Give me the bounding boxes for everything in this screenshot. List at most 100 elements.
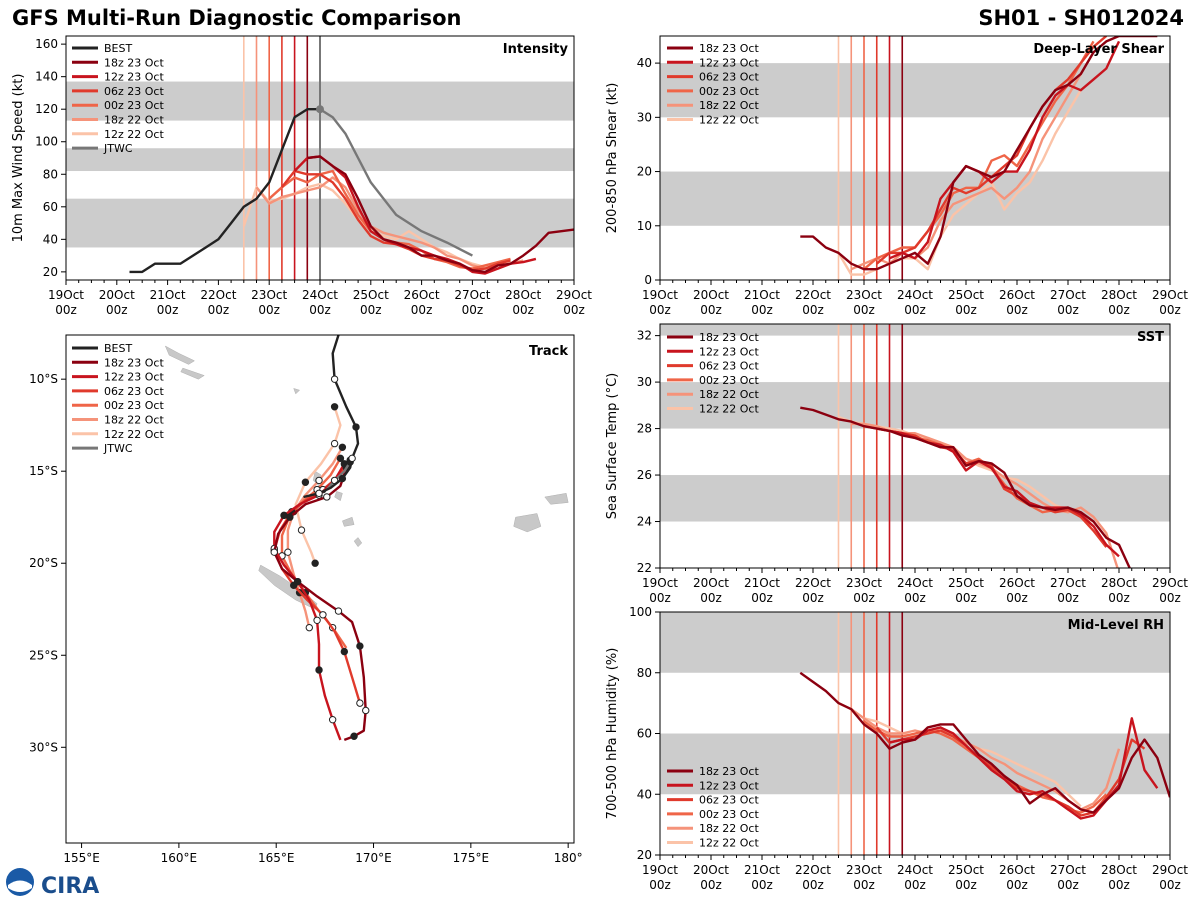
track-position-marker [286, 513, 294, 521]
x-tick-label-day: 25Oct [948, 288, 984, 302]
x-tick-label-day: 27Oct [1050, 863, 1086, 877]
plot-inner [66, 36, 574, 280]
lon-tick-label: 165°E [258, 851, 295, 865]
x-tick-label-day: 19Oct [642, 576, 678, 590]
map-inner [164, 335, 569, 742]
x-tick-label-hour: 00z [700, 878, 722, 892]
track-position-marker [338, 443, 347, 451]
x-tick-label-hour: 00z [1006, 878, 1028, 892]
track-position-marker [328, 715, 337, 724]
x-tick-label-hour: 00z [1057, 591, 1079, 605]
track-position-marker [356, 642, 364, 650]
track-position-marker [319, 611, 327, 619]
x-tick-label-hour: 00z [955, 303, 977, 317]
x-tick-label-hour: 00z [955, 591, 977, 605]
track-position-marker [336, 454, 345, 463]
x-tick-label-hour: 00z [751, 303, 773, 317]
y-tick-label: 28 [637, 422, 652, 436]
x-tick-label-day: 20Oct [693, 576, 729, 590]
map-area [66, 335, 574, 843]
x-tick-label-day: 28Oct [1101, 576, 1137, 590]
land-mass [353, 537, 363, 548]
x-tick-label-hour: 00z [802, 591, 824, 605]
x-tick-label-hour: 00z [258, 303, 280, 317]
y-tick-label: 40 [43, 232, 58, 246]
storm-identifier: SH01 - SH012024 [978, 6, 1184, 30]
track-position-marker [284, 548, 292, 556]
x-tick-label-hour: 00z [904, 303, 926, 317]
lon-tick-label: 155°E [63, 851, 100, 865]
x-tick-label-hour: 00z [802, 878, 824, 892]
series-line-18z-23-oct [800, 406, 1132, 568]
legend-entry: 12z 23 Oct [699, 56, 759, 69]
x-tick-label-day: 26Oct [999, 863, 1035, 877]
land-mass [293, 388, 301, 395]
legend-entry: 18z 23 Oct [699, 765, 759, 778]
x-tick-label-hour: 00z [751, 591, 773, 605]
legend-entry: 18z 22 Oct [699, 822, 759, 835]
legend-entry: 18z 23 Oct [699, 331, 759, 344]
legend-entry: 18z 22 Oct [699, 99, 759, 112]
legend-entry: 18z 22 Oct [699, 388, 759, 401]
track-position-marker [356, 699, 364, 707]
legend-entry: 12z 22 Oct [699, 837, 759, 850]
x-tick-label-day: 26Oct [999, 288, 1035, 302]
land-mass [544, 493, 569, 505]
x-tick-label-hour: 00z [649, 303, 671, 317]
intensity-panel: 2040608010012014016019Oct00z20Oct00z21Oc… [11, 35, 592, 317]
y-tick-label: 30 [637, 110, 652, 124]
x-tick-label-day: 24Oct [897, 576, 933, 590]
cira-logo-text: CIRA [41, 874, 99, 899]
lon-tick-label: 180° [554, 851, 583, 865]
x-tick-label-hour: 00z [1057, 878, 1079, 892]
x-tick-label-hour: 00z [904, 591, 926, 605]
track-position-marker [293, 577, 302, 586]
track-position-marker [301, 478, 310, 486]
x-tick-label-day: 20Oct [693, 863, 729, 877]
series-line-jtwc [319, 108, 473, 257]
x-tick-label-day: 23Oct [846, 863, 882, 877]
x-tick-label-hour: 00z [360, 303, 382, 317]
legend-entry: 18z 22 Oct [104, 414, 164, 427]
y-axis-label: 10m Max Wind Speed (kt) [11, 74, 26, 243]
y-tick-label: 100 [629, 605, 652, 619]
track-position-marker [352, 423, 360, 431]
legend-entry: 12z 22 Oct [104, 428, 164, 441]
x-tick-label-hour: 00z [1108, 591, 1130, 605]
legend-entry: 12z 23 Oct [104, 371, 164, 384]
land-mass [342, 516, 355, 527]
legend-entry: 06z 23 Oct [104, 385, 164, 398]
x-tick-label-hour: 00z [853, 591, 875, 605]
figure-title: GFS Multi-Run Diagnostic Comparison [12, 6, 462, 30]
track-position-marker [315, 489, 323, 497]
x-tick-label-hour: 00z [1108, 878, 1130, 892]
track-position-marker [311, 559, 319, 567]
track-position-marker [323, 493, 331, 501]
x-tick-label-hour: 00z [563, 303, 585, 317]
legend-entry: 18z 23 Oct [104, 356, 164, 369]
land-mass [164, 345, 196, 365]
x-tick-label-hour: 00z [411, 303, 433, 317]
x-tick-label-hour: 00z [700, 303, 722, 317]
x-tick-label-day: 21Oct [150, 288, 186, 302]
x-tick-label-day: 21Oct [744, 288, 780, 302]
x-tick-label-hour: 00z [751, 878, 773, 892]
x-tick-label-hour: 00z [700, 591, 722, 605]
x-tick-label-day: 29Oct [1152, 288, 1188, 302]
x-tick-label-hour: 00z [157, 303, 179, 317]
x-tick-label-hour: 00z [802, 303, 824, 317]
x-tick-label-hour: 00z [462, 303, 484, 317]
lon-tick-label: 170°E [355, 851, 392, 865]
shaded-band [660, 475, 1170, 522]
plot-area [660, 324, 1170, 568]
x-tick-label-day: 29Oct [556, 288, 592, 302]
x-tick-label-day: 19Oct [642, 288, 678, 302]
series-line-18z-23-oct [799, 671, 1170, 814]
plot-inner [660, 612, 1170, 855]
x-tick-label-day: 29Oct [1152, 863, 1188, 877]
track-line-best [303, 335, 360, 499]
land-mass [513, 513, 542, 533]
y-tick-label: 40 [637, 787, 652, 801]
x-tick-label-hour: 00z [208, 303, 230, 317]
